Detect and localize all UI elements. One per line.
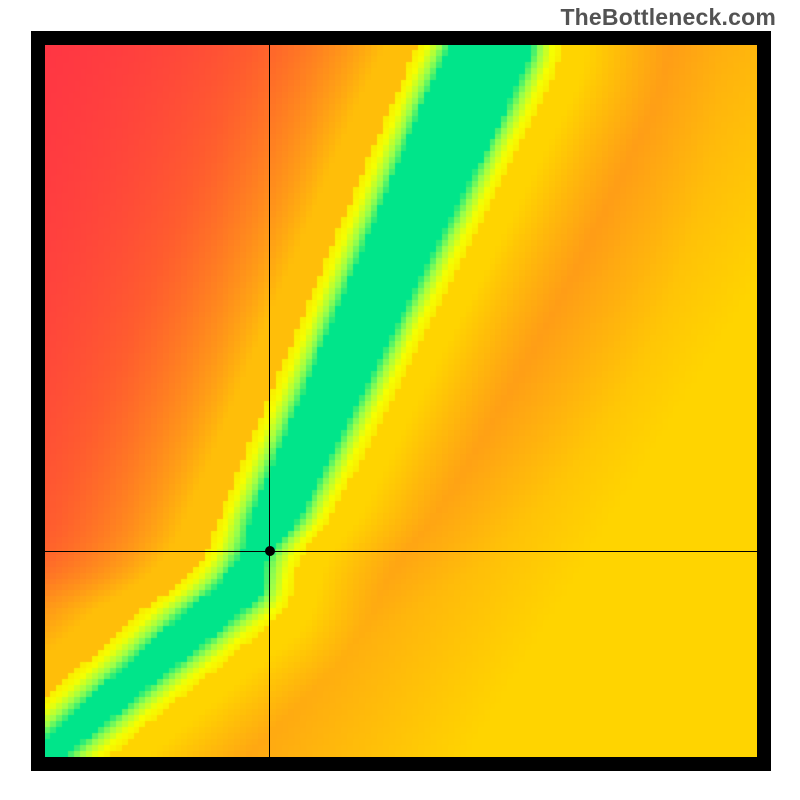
crosshair-vertical bbox=[269, 45, 270, 757]
crosshair-horizontal bbox=[45, 551, 757, 552]
crosshair-marker bbox=[265, 546, 275, 556]
watermark-text: TheBottleneck.com bbox=[560, 4, 776, 31]
heatmap-canvas bbox=[45, 45, 757, 757]
